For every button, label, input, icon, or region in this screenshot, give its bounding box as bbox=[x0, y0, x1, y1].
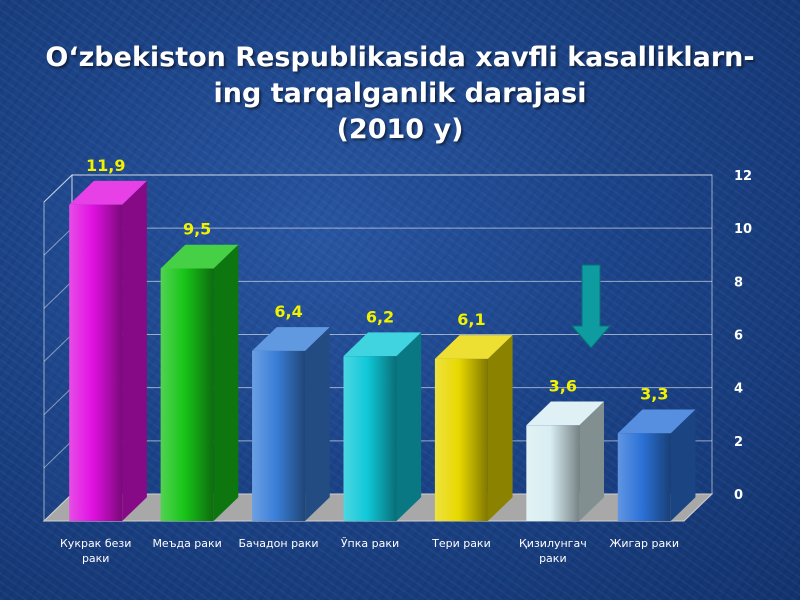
bar bbox=[160, 268, 214, 521]
gridline-side bbox=[43, 227, 73, 256]
data-label: 6,4 bbox=[274, 302, 302, 321]
bar bbox=[343, 356, 397, 521]
title-line-3: (2010 y) bbox=[336, 114, 464, 145]
bar-side bbox=[579, 401, 605, 521]
gridline-side bbox=[43, 174, 73, 203]
data-label: 6,2 bbox=[366, 307, 394, 326]
bar-top bbox=[343, 332, 422, 357]
bar-side bbox=[487, 335, 513, 521]
x-tick-label: Тери раки bbox=[432, 537, 491, 550]
arrow-down-icon bbox=[570, 264, 612, 349]
bar bbox=[526, 425, 580, 521]
y-tick-label: 6 bbox=[734, 329, 743, 344]
y-tick-label: 0 bbox=[734, 488, 743, 503]
x-tick-label: Кукрак бези раки bbox=[60, 537, 132, 565]
x-tick-label: Меъда раки bbox=[152, 537, 222, 550]
chart-title: O‘zbekiston Respublikasida xavfli kasall… bbox=[0, 40, 800, 148]
bar-side bbox=[670, 409, 696, 521]
bar bbox=[69, 204, 123, 522]
bar-top bbox=[69, 180, 147, 205]
x-tick-label: Қизилунгач раки bbox=[518, 537, 587, 565]
x-tick-label: Бачадон раки bbox=[238, 537, 319, 550]
y-tick-label: 10 bbox=[734, 222, 752, 237]
data-label: 6,1 bbox=[457, 310, 485, 329]
y-tick-label: 12 bbox=[734, 169, 752, 184]
bar-side bbox=[122, 180, 147, 522]
bar-side bbox=[396, 332, 422, 521]
bar-top bbox=[434, 335, 513, 359]
x-tick-label: Ўпка раки bbox=[340, 537, 400, 550]
title-line-2: ing tarqalganlik darajasi bbox=[213, 78, 587, 109]
bar-top bbox=[526, 401, 605, 426]
bar-top bbox=[160, 244, 239, 269]
data-label: 11,9 bbox=[86, 156, 125, 175]
gridline-side bbox=[43, 280, 73, 309]
bar-top bbox=[252, 327, 330, 351]
x-tick-label: Жигар раки bbox=[609, 537, 680, 550]
data-label: 9,5 bbox=[183, 220, 211, 239]
data-label: 3,6 bbox=[549, 377, 577, 396]
bar-side bbox=[305, 327, 330, 521]
bar bbox=[434, 358, 488, 521]
bar bbox=[617, 433, 671, 521]
y-tick-label: 2 bbox=[734, 435, 743, 450]
y-tick-label: 8 bbox=[734, 275, 743, 290]
title-line-1: O‘zbekiston Respublikasida xavfli kasall… bbox=[45, 42, 755, 73]
bar-top bbox=[617, 409, 696, 434]
bar bbox=[252, 350, 306, 521]
gridline-side bbox=[43, 334, 73, 362]
bar-side bbox=[213, 244, 239, 521]
gridline-side bbox=[43, 440, 73, 469]
data-label: 3,3 bbox=[640, 385, 668, 404]
y-tick-label: 4 bbox=[734, 382, 743, 397]
gridline-side bbox=[43, 387, 73, 416]
